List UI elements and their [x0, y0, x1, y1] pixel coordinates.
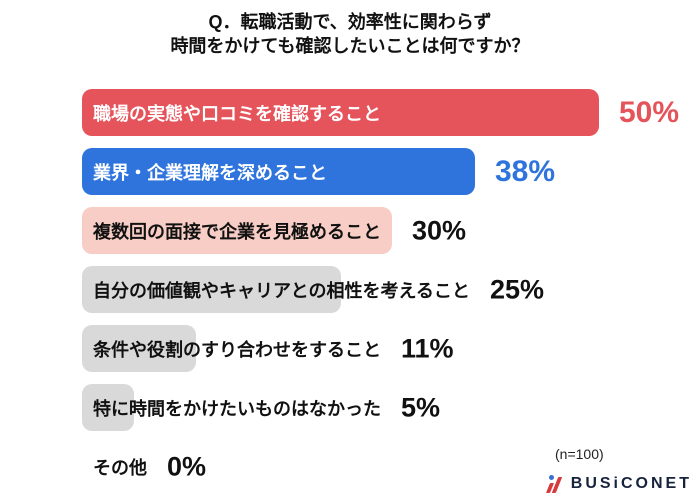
bar-value: 5% [401, 392, 441, 422]
bar [82, 266, 341, 313]
chart-row: 自分の価値観やキャリアとの相性を考えること 25% [82, 266, 692, 313]
bar-value: 25% [490, 274, 545, 304]
bar-label: 自分の価値観やキャリアとの相性を考えること [93, 280, 470, 301]
bar-label: 業界・企業理解を深めること [93, 162, 327, 183]
bar-value: 38% [495, 154, 556, 188]
bar-label: 職場の実態や口コミを確認すること [93, 103, 381, 124]
bar-label: 複数回の面接で企業を見極めること [93, 221, 381, 242]
brand-logo: BUSiCONET [544, 474, 692, 494]
brand-name: BUSiCONET [570, 475, 692, 492]
chart-row: その他 0% [82, 443, 692, 490]
chart-row: 条件や役割のすり合わせをすること 11% [82, 325, 692, 372]
bar [82, 384, 134, 431]
bar-value: 30% [412, 215, 467, 245]
bar-value: 11% [401, 333, 454, 363]
bar [82, 325, 196, 372]
bar-value: 0% [167, 451, 207, 481]
busiconet-logo-icon [544, 474, 564, 494]
sample-size-note: (n=100) [555, 446, 604, 462]
bar-chart: 職場の実態や口コミを確認すること 50% 業界・企業理解を深めること 38% 複… [82, 89, 692, 490]
bar-label: その他 [93, 457, 147, 478]
bar [82, 207, 392, 254]
chart-title-line2: 時間をかけても確認したいことは何ですか？ [170, 35, 530, 56]
logo-dot [548, 475, 554, 480]
bar [82, 89, 599, 136]
bar-value: 50% [619, 95, 680, 129]
bar [82, 148, 475, 195]
chart-title: Q．転職活動で、効率性に関わらず 時間をかけても確認したいことは何ですか？ [0, 11, 700, 59]
chart-title-line1: Q．転職活動で、効率性に関わらず [208, 12, 492, 32]
chart-row: 職場の実態や口コミを確認すること 50% [82, 89, 692, 136]
bar-label: 特に時間をかけたいものはなかった [93, 398, 381, 419]
bar-label: 条件や役割のすり合わせをすること [93, 339, 381, 360]
chart-row: 複数回の面接で企業を見極めること 30% [82, 207, 692, 254]
chart-row: 業界・企業理解を深めること 38% [82, 148, 692, 195]
chart-row: 特に時間をかけたいものはなかった 5% [82, 384, 692, 431]
